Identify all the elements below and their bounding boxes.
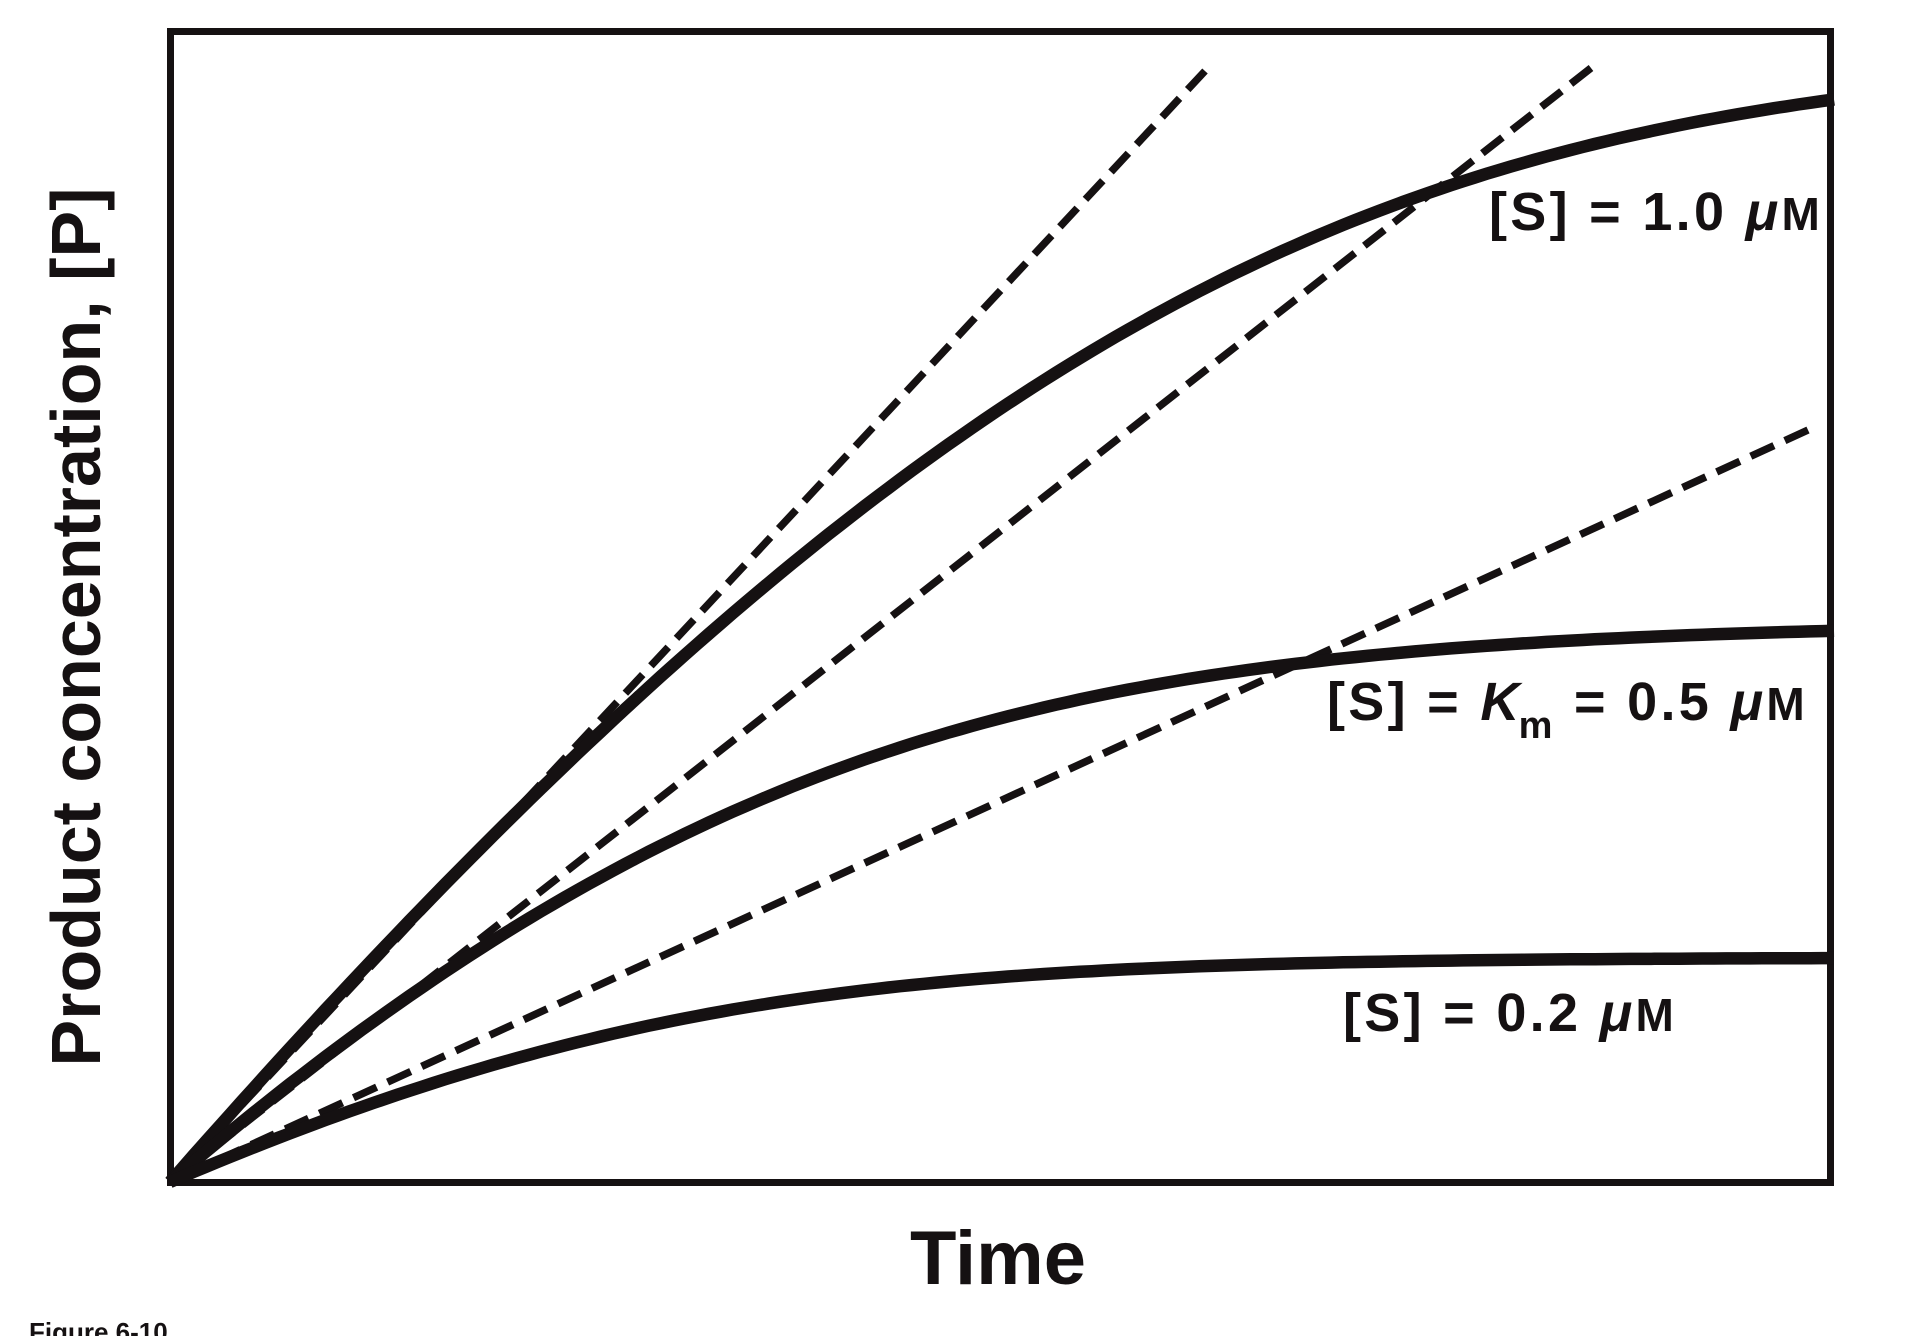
svg-text:Time: Time — [910, 1216, 1086, 1301]
svg-text:Figure 6-10: Figure 6-10 — [29, 1317, 168, 1336]
svg-text:Product concentration, [P]: Product concentration, [P] — [37, 188, 115, 1067]
svg-text:[S] = 0.2 μM: [S] = 0.2 μM — [1343, 983, 1677, 1043]
svg-text:[S] = 1.0 μM: [S] = 1.0 μM — [1489, 182, 1823, 242]
